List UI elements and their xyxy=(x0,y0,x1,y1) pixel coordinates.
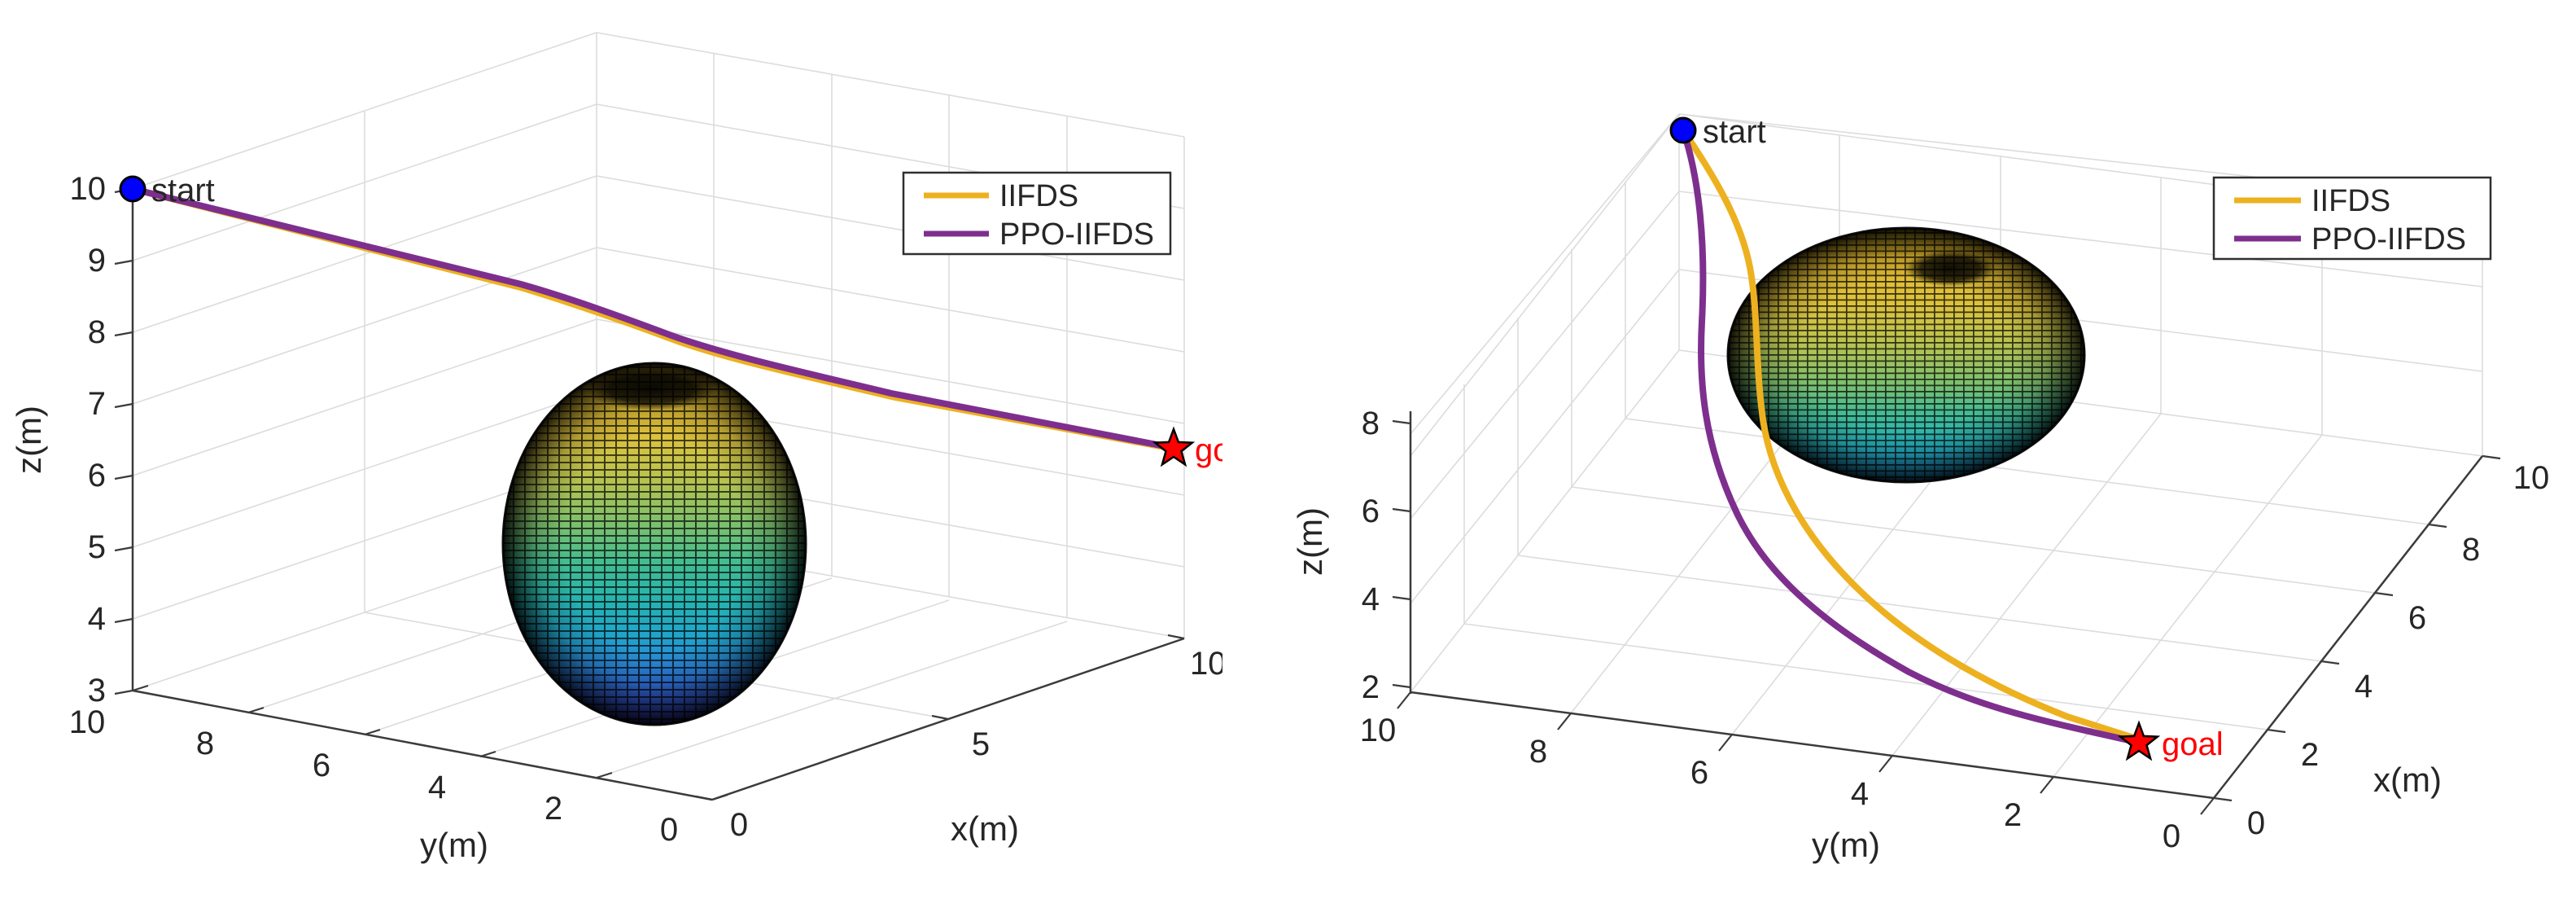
left-z-tick-label: 3 xyxy=(88,673,106,708)
iifds-path-right xyxy=(1680,127,2142,743)
right-z-axis-label: z(m) xyxy=(1291,507,1329,576)
goal-marker-right xyxy=(2117,720,2161,761)
left-y-axis-label: y(m) xyxy=(420,826,488,864)
left-grid-back-wall xyxy=(132,32,597,620)
left-z-tick-label: 4 xyxy=(88,601,106,637)
right-y-axis-label: y(m) xyxy=(1812,826,1880,864)
legend-right: IIFDS PPO-IIFDS xyxy=(2212,176,2492,261)
right-x-tick-label: 10 xyxy=(2513,460,2550,496)
left-x-tick-label: 10 xyxy=(1190,646,1227,682)
right-grid-floor xyxy=(1410,349,2483,778)
left-y-tick-label: 6 xyxy=(313,748,330,783)
goal-label-right: goal xyxy=(2162,726,2224,762)
left-y-tick-label: 4 xyxy=(428,770,446,805)
left-plot: 10 9 8 7 6 5 4 3 10 8 6 4 2 0 0 5 10 z(m… xyxy=(10,32,1257,864)
right-x-axis xyxy=(2213,455,2483,799)
left-y-tick-label: 2 xyxy=(545,791,562,827)
right-z-tick-label: 8 xyxy=(1362,406,1380,441)
right-z-tick-label: 4 xyxy=(1362,581,1380,617)
right-y-axis xyxy=(1410,691,2215,800)
right-z-tick-label: 2 xyxy=(1362,669,1380,705)
ppo-iifds-path-right xyxy=(1680,127,2142,746)
legend-left: IIFDS PPO-IIFDS xyxy=(902,171,1172,256)
ellipsoid-pole-hole xyxy=(1905,251,1996,287)
ppo-iifds-path-left xyxy=(129,186,1177,451)
left-y-tick-label: 0 xyxy=(660,812,678,848)
start-marker-right xyxy=(1669,116,1697,144)
right-y-tick-label: 6 xyxy=(1690,755,1708,791)
left-x-tick-label: 0 xyxy=(730,807,748,843)
left-z-tick-label: 7 xyxy=(88,386,106,422)
right-y-tick-label: 10 xyxy=(1360,713,1397,748)
sphere-pole-cap xyxy=(586,368,716,410)
start-label-left: start xyxy=(151,173,215,208)
right-y-tick-label: 4 xyxy=(1851,776,1869,812)
left-y-tick-label: 10 xyxy=(69,704,106,740)
left-z-tick-label: 5 xyxy=(88,529,106,565)
right-x-tick-label: 0 xyxy=(2247,805,2265,841)
right-plot: 8 6 4 2 10 8 6 4 2 0 0 2 4 6 8 10 z(m) y… xyxy=(1291,113,2550,864)
right-y-ticks xyxy=(1397,691,2215,815)
right-y-tick-label: 2 xyxy=(2004,797,2022,833)
left-x-tick-label: 5 xyxy=(972,726,990,762)
right-z-ticks xyxy=(1392,419,1411,689)
right-y-tick-label: 0 xyxy=(2163,818,2180,854)
left-z-tick-label: 8 xyxy=(88,314,106,350)
right-z-tick-label: 6 xyxy=(1362,493,1380,529)
right-x-tick-label: 2 xyxy=(2301,737,2319,773)
right-y-tick-label: 8 xyxy=(1529,734,1547,770)
left-x-axis-label: x(m) xyxy=(951,809,1019,848)
goal-label-left: goal xyxy=(1195,432,1257,468)
left-y-axis xyxy=(132,689,713,801)
left-z-tick-label: 9 xyxy=(88,243,106,279)
right-x-tick-label: 4 xyxy=(2355,669,2373,704)
left-y-ticks xyxy=(132,684,728,801)
left-z-tick-label: 6 xyxy=(88,458,106,493)
ellipsoid-obstacle xyxy=(1726,226,2086,484)
left-grid-side-wall xyxy=(596,32,1185,638)
right-grid-back-wall xyxy=(1410,113,1680,624)
legend-right-ppo-label: PPO-IIFDS xyxy=(2311,222,2466,257)
left-z-axis-label: z(m) xyxy=(10,406,48,474)
left-z-tick-label: 10 xyxy=(70,171,107,207)
start-marker-left xyxy=(119,175,147,203)
legend-left-iifds-label: IIFDS xyxy=(999,179,1078,213)
left-x-ticks xyxy=(695,634,1185,801)
right-x-ticks xyxy=(2213,454,2501,802)
left-y-tick-label: 8 xyxy=(196,726,214,761)
right-x-tick-label: 6 xyxy=(2408,600,2426,636)
left-z-ticks xyxy=(114,187,133,695)
right-x-axis-label: x(m) xyxy=(2373,761,2442,799)
start-label-right: start xyxy=(1703,114,1766,150)
right-x-tick-label: 8 xyxy=(2462,532,2480,568)
legend-right-iifds-label: IIFDS xyxy=(2311,184,2390,218)
legend-left-ppo-label: PPO-IIFDS xyxy=(999,217,1154,252)
sphere-obstacle xyxy=(501,362,807,726)
goal-marker-left xyxy=(1152,426,1196,467)
